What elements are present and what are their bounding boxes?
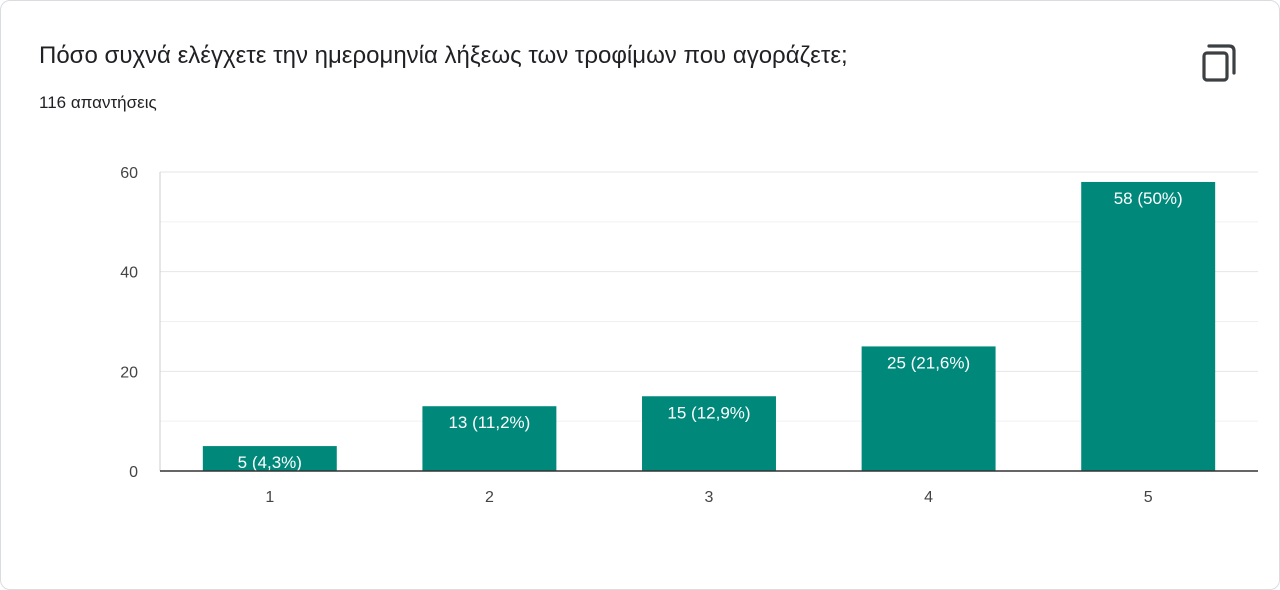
copy-chart-button[interactable] — [1197, 41, 1241, 85]
bar — [1081, 181, 1216, 471]
response-count: 116 απαντήσεις — [39, 93, 157, 112]
bar-data-label: 58 (50%) — [1114, 189, 1183, 208]
bar-data-label: 13 (11,2%) — [448, 413, 530, 432]
copy-icon — [1202, 44, 1236, 82]
chart-title: Πόσο συχνά ελέγχετε την ημερομηνία λήξεω… — [39, 42, 848, 69]
y-tick-label: 20 — [120, 364, 138, 381]
x-tick-label: 2 — [485, 489, 494, 506]
bar-data-label: 5 (4,3%) — [238, 453, 302, 472]
y-tick-label: 0 — [129, 464, 138, 481]
bar — [202, 446, 337, 471]
bar — [422, 406, 557, 471]
bar-data-label: 25 (21,6%) — [887, 353, 970, 372]
x-tick-label: 4 — [924, 489, 933, 506]
x-tick-label: 5 — [1144, 489, 1153, 506]
bar — [642, 396, 776, 471]
y-tick-label: 60 — [120, 165, 138, 182]
bar — [861, 346, 996, 471]
x-tick-label: 1 — [265, 489, 274, 506]
y-tick-label: 40 — [120, 265, 138, 282]
x-tick-label: 3 — [705, 489, 714, 506]
bar-data-label: 15 (12,9%) — [667, 403, 750, 422]
